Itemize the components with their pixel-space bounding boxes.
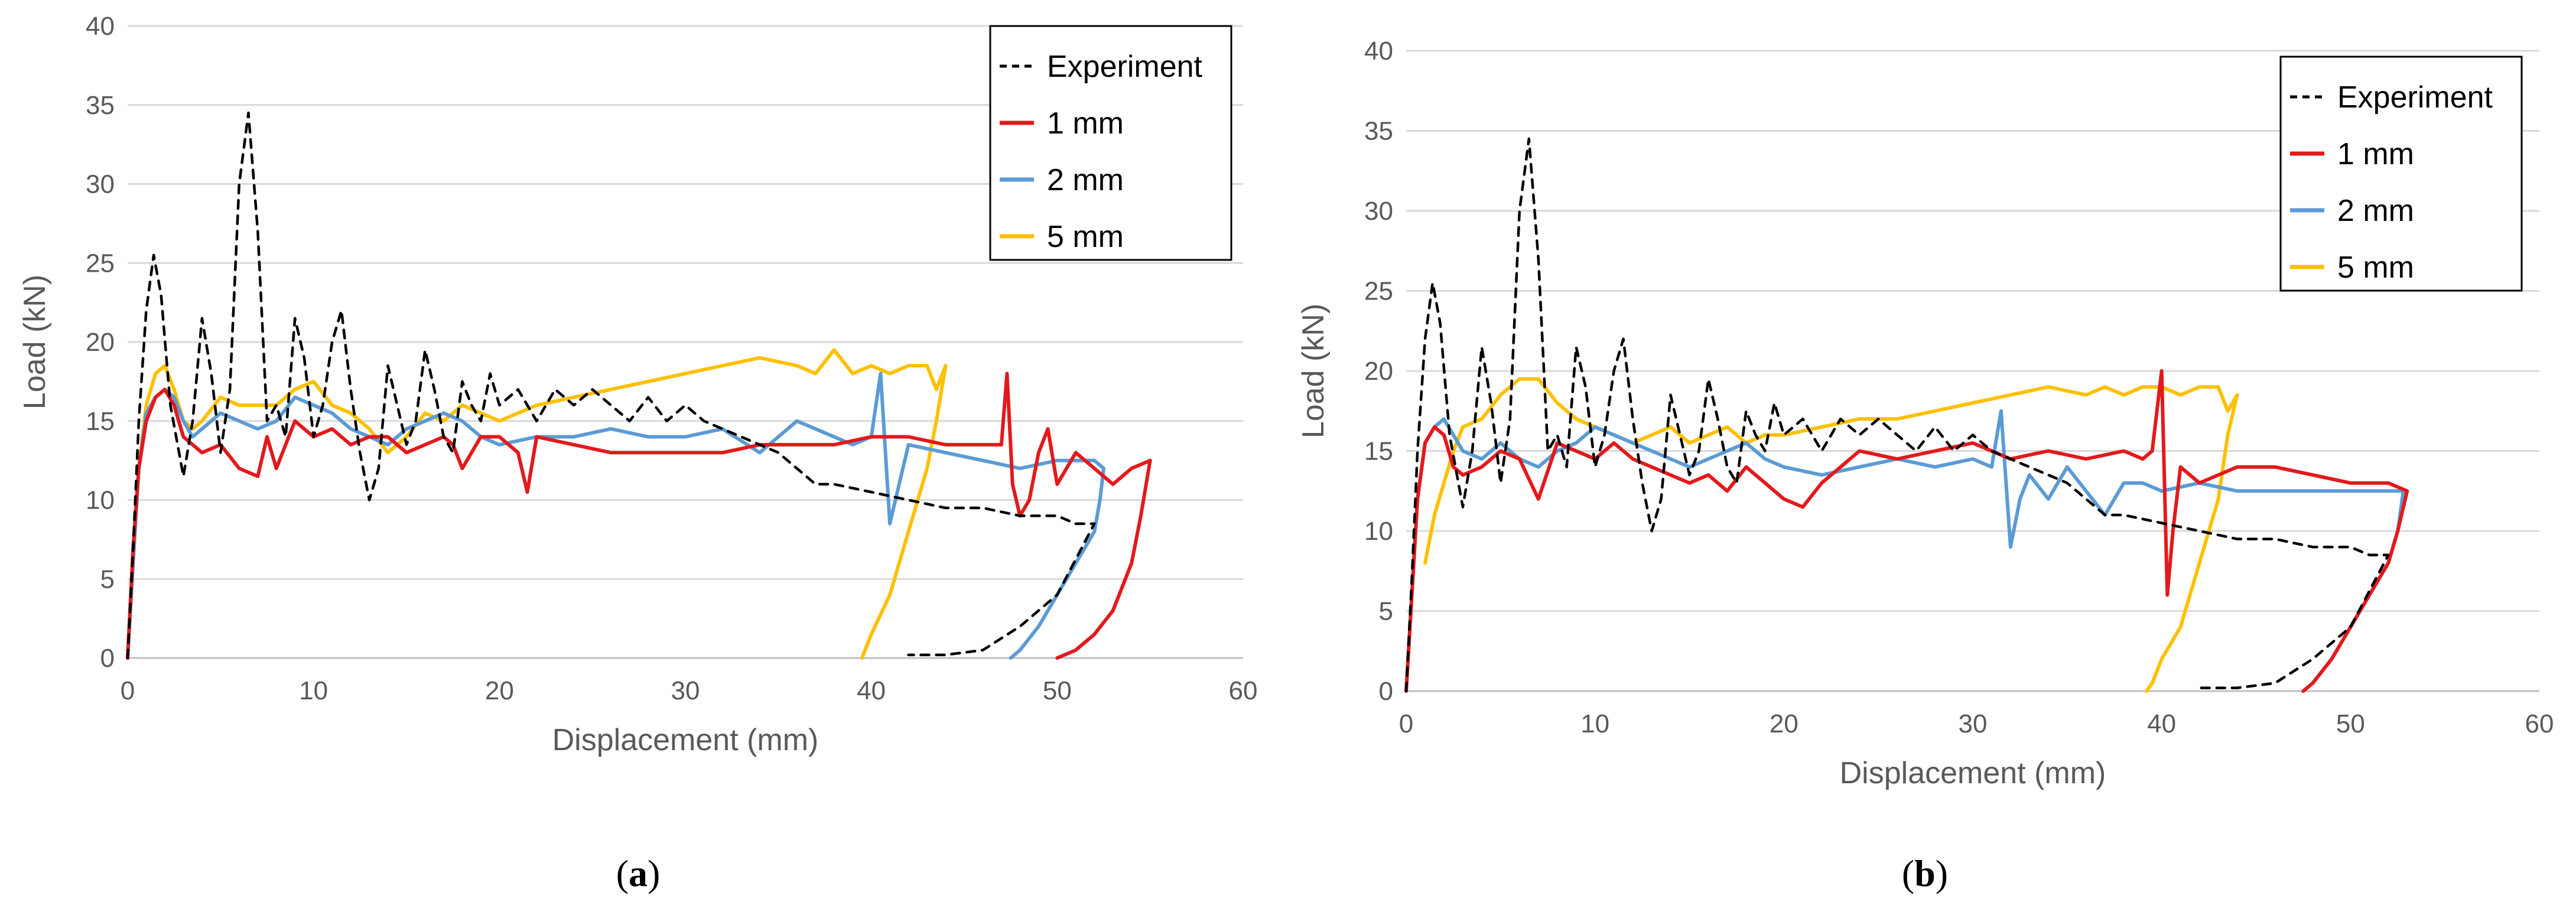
chart-b-y-tick-label: 15 <box>1364 437 1393 466</box>
chart-a-legend: Experiment 1 mm 2 mm 5 mm <box>989 25 1232 261</box>
chart-b-series-line-5-mm <box>1423 377 2239 693</box>
chart-b-x-tick-label: 0 <box>1399 709 1413 738</box>
chart-b-y-tick-label: 10 <box>1364 517 1393 546</box>
chart-a-y-tick-label: 20 <box>86 328 115 357</box>
chart-a-legend-entry: Experiment <box>1047 50 1203 84</box>
chart-a-y-tick-label: 25 <box>86 249 115 278</box>
chart-a-series-line-experiment <box>126 111 1096 660</box>
chart-a-x-tick-label: 60 <box>1229 676 1258 705</box>
chart-a-legend-entry: 2 mm <box>1047 163 1124 197</box>
chart-b-legend-entry: Experiment <box>2337 80 2493 115</box>
chart-b-x-tick-label: 40 <box>2147 709 2176 738</box>
chart-a-y-tick-label: 40 <box>86 12 115 41</box>
chart-b-panel-label: (b) <box>1902 852 1948 894</box>
chart-a-y-tick-label: 5 <box>100 565 115 594</box>
chart-panel-a: 0 5 10 15 20 25 30 35 40 0 10 20 30 40 50 60 Displacemen… <box>18 12 1257 894</box>
chart-a-y-tick-label: 15 <box>86 407 115 436</box>
chart-a-x-tick-label: 10 <box>299 676 328 705</box>
chart-b-y-tick-label: 40 <box>1364 37 1393 66</box>
chart-a-series-line-5-mm <box>126 348 948 660</box>
chart-b-x-axis-title: Displacement (mm) <box>1840 756 2106 790</box>
chart-b-x-tick-label: 10 <box>1580 709 1609 738</box>
chart-a-legend-entry: 5 mm <box>1047 220 1124 254</box>
chart-b-x-tick-label: 30 <box>1959 709 1988 738</box>
chart-a-x-axis-title: Displacement (mm) <box>552 723 819 757</box>
chart-b-y-tick-label: 0 <box>1379 677 1393 706</box>
chart-a-series-line-2-mm <box>126 372 1105 660</box>
chart-b-y-tick-label: 30 <box>1364 197 1393 226</box>
chart-b-series-line-1-mm <box>1404 369 2409 693</box>
chart-a-legend-entry: 1 mm <box>1047 106 1124 141</box>
chart-b-x-tick-label: 20 <box>1770 709 1798 738</box>
chart-a-series-line-1-mm <box>126 372 1152 660</box>
chart-panel-b: 0 5 10 15 20 25 30 35 40 0 10 20 30 40 50 60 Displacemen… <box>1296 37 2554 894</box>
chart-b-x-tick-label: 50 <box>2336 709 2365 738</box>
chart-b-y-tick-label: 35 <box>1364 117 1393 146</box>
chart-b-legend-entry: 2 mm <box>2337 194 2414 228</box>
chart-a-y-tick-label: 30 <box>86 170 115 199</box>
chart-a-x-tick-label: 50 <box>1043 676 1072 705</box>
chart-b-y-tick-label: 25 <box>1364 277 1393 306</box>
chart-b-legend-entry: 5 mm <box>2337 250 2414 285</box>
chart-a-x-tick-label: 20 <box>485 676 514 705</box>
chart-a-x-tick-label: 30 <box>671 676 700 705</box>
chart-a-x-tick-label: 0 <box>121 676 135 705</box>
chart-a-y-tick-label: 35 <box>86 91 115 120</box>
chart-b-y-tick-label: 5 <box>1379 597 1393 626</box>
chart-b-y-axis-title: Load (kN) <box>1296 304 1331 438</box>
chart-b-legend-entry: 1 mm <box>2337 137 2414 171</box>
chart-b-legend: Experiment 1 mm 2 mm 5 mm <box>2279 56 2523 292</box>
chart-a-x-tick-label: 40 <box>857 676 886 705</box>
chart-b-x-tick-label: 60 <box>2525 709 2554 738</box>
chart-a-y-axis-title: Load (kN) <box>18 275 52 409</box>
chart-a-y-tick-label: 10 <box>86 486 115 515</box>
chart-a-panel-label: (a) <box>616 852 661 894</box>
chart-b-series-line-experiment <box>1404 137 2390 693</box>
chart-b-series-line-2-mm <box>1404 409 2409 693</box>
chart-a-y-tick-label: 0 <box>100 644 115 673</box>
chart-b-y-tick-label: 20 <box>1364 357 1393 386</box>
